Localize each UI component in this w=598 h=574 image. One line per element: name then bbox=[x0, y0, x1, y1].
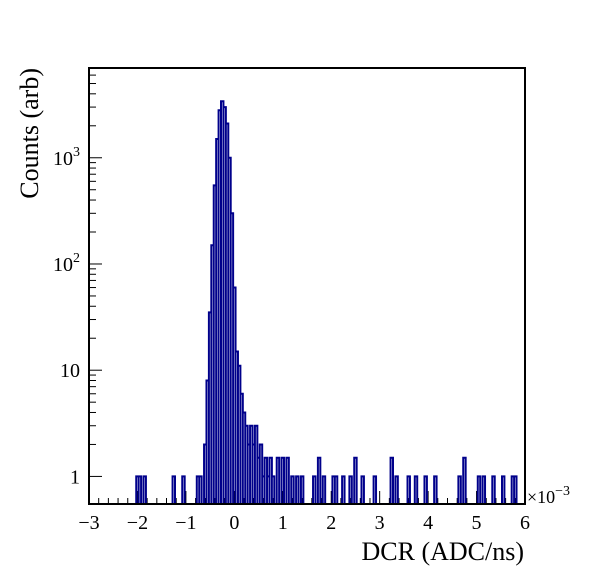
x-tick-label: −1 bbox=[175, 512, 196, 534]
y-tick-label: 1 bbox=[70, 466, 80, 488]
tick-marks bbox=[88, 67, 526, 504]
plot-frame bbox=[88, 67, 526, 505]
x-tick-label: 5 bbox=[472, 512, 482, 534]
x-tick-label: 3 bbox=[375, 512, 385, 534]
x-tick-labels: −3 −2 −1 0 1 2 3 4 5 6 bbox=[78, 512, 530, 534]
y-tick-label: 10 bbox=[60, 360, 80, 382]
x-tick-label: −2 bbox=[127, 512, 148, 534]
y-tick-label: 102 bbox=[53, 251, 80, 276]
y-axis-label: Counts (arb) bbox=[15, 68, 44, 199]
x-multiplier-label: ×10−3 bbox=[527, 484, 570, 507]
histogram-series bbox=[89, 100, 525, 505]
x-tick-label: 6 bbox=[520, 512, 530, 534]
x-axis-label: DCR (ADC/ns) bbox=[361, 537, 524, 566]
x-tick-label: −3 bbox=[78, 512, 99, 534]
x-tick-label: 4 bbox=[423, 512, 433, 534]
x-tick-label: 0 bbox=[229, 512, 239, 534]
x-multiplier-exponent: −3 bbox=[555, 484, 570, 499]
x-tick-label: 2 bbox=[326, 512, 336, 534]
histogram-line bbox=[89, 100, 525, 505]
y-tick-label: 103 bbox=[53, 145, 80, 170]
x-tick-label: 1 bbox=[278, 512, 288, 534]
y-tick-labels: 1 10 102 103 bbox=[53, 145, 80, 489]
